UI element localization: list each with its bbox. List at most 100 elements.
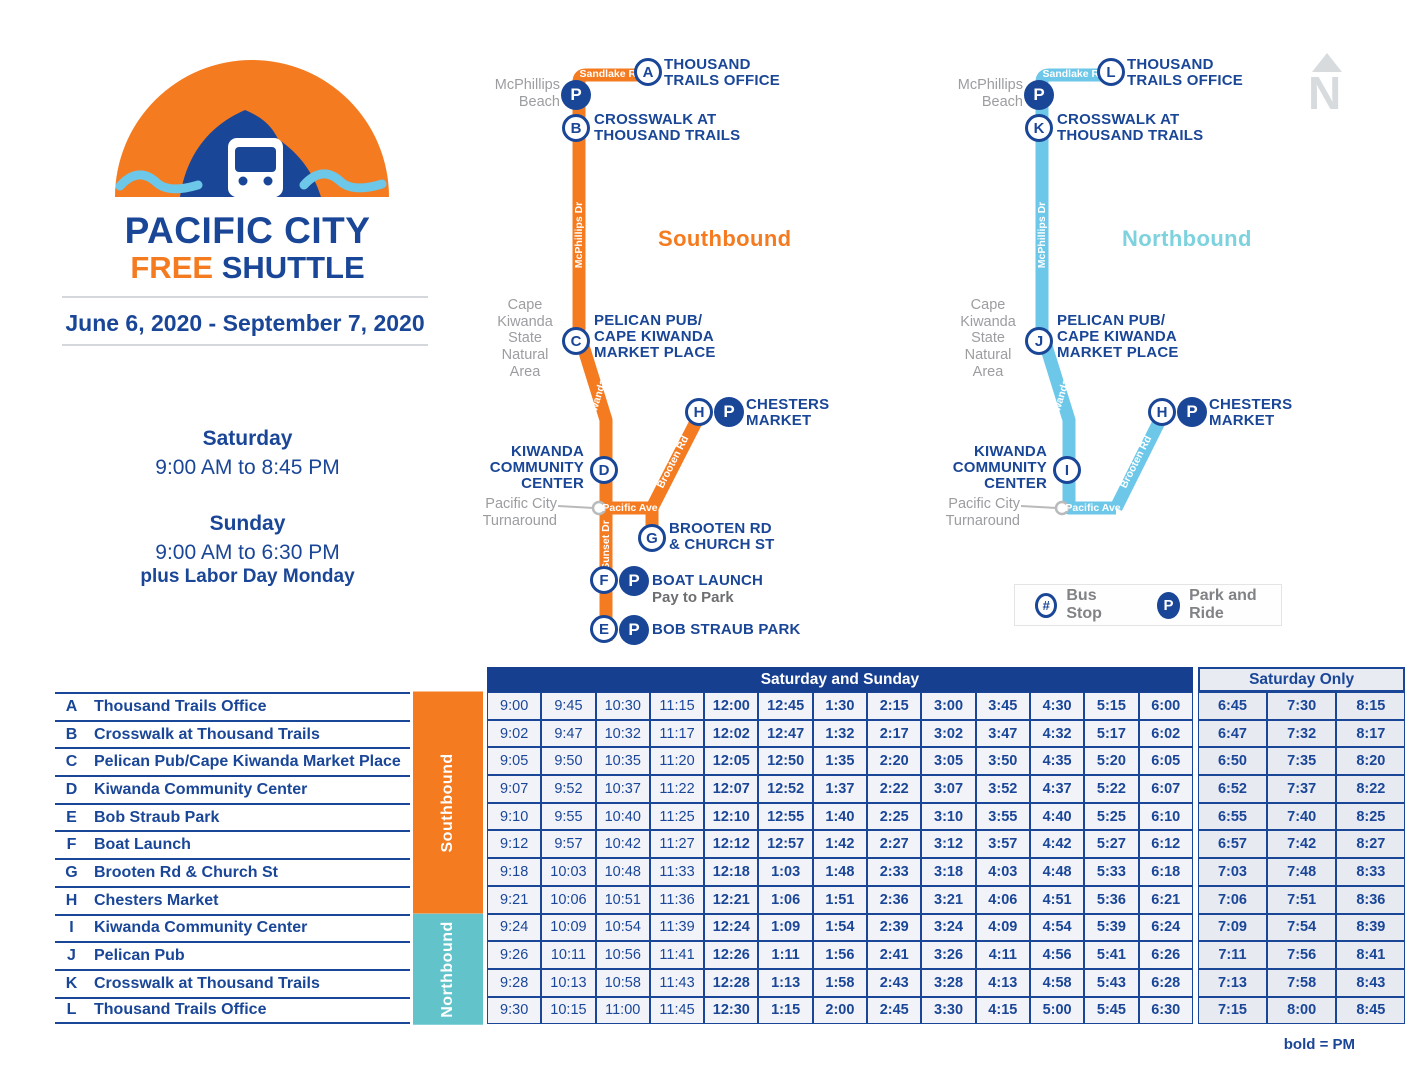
time-cell-E-0: 9:10: [487, 802, 542, 831]
south-label-chesters: CHESTERS MARKET: [746, 396, 830, 430]
north-turnaround-dot: [1054, 500, 1070, 516]
northbound-route-line: [1035, 68, 1168, 515]
logo-title: PACIFIC CITY: [124, 210, 371, 251]
north-mcphillips-dr-label: McPhillips Dr: [1036, 201, 1048, 269]
time-cell-E-7: 2:25: [867, 802, 922, 831]
time-cell-I-11: 5:39: [1084, 913, 1139, 942]
time-cell-I-1: 10:09: [541, 913, 596, 942]
time-cell-A-8: 3:00: [921, 692, 976, 720]
row-letter-G: G: [55, 858, 88, 886]
south-label-pay-to-park: Pay to Park: [652, 589, 734, 606]
south-label-kiwanda-cc: KIWANDA COMMUNITY CENTER: [489, 443, 584, 493]
north-label-chesters: CHESTERS MARKET: [1209, 396, 1293, 430]
time-cell-B-0: 9:02: [487, 719, 542, 748]
time-cell-C-9: 3:50: [975, 747, 1030, 776]
time-cell-L-6: 2:00: [812, 996, 868, 1025]
south-label-crosswalk: CROSSWALK AT THOUSAND TRAILS: [594, 111, 741, 145]
south-sandlake-rd-label: Sandlake Rd: [579, 68, 643, 80]
time-cell-L-15: 8:45: [1336, 996, 1406, 1025]
time-cell-I-6: 1:54: [812, 913, 868, 942]
time-cell-E-1: 9:55: [541, 802, 596, 831]
south-mcphillips-beach-label: McPhillips Beach: [494, 77, 560, 110]
time-cell-H-3: 11:36: [649, 885, 705, 914]
time-cell-D-11: 5:22: [1084, 775, 1139, 803]
row-stop-name-C: Pelican Pub/Cape Kiwanda Market Place: [88, 747, 410, 776]
time-cell-D-13: 6:52: [1197, 775, 1268, 803]
time-cell-F-11: 5:27: [1084, 830, 1139, 859]
time-cell-I-5: 1:09: [758, 913, 813, 942]
row-stop-name-K: Crosswalk at Thousand Trails: [88, 968, 410, 997]
time-cell-L-8: 3:30: [921, 996, 976, 1025]
time-cell-K-6: 1:58: [812, 968, 868, 997]
time-cell-H-1: 10:06: [541, 885, 596, 914]
time-cell-A-2: 10:30: [595, 692, 650, 720]
north-mcphillips-beach-label: McPhillips Beach: [957, 77, 1023, 110]
compass-north-letter: N: [1308, 67, 1342, 119]
time-cell-K-7: 2:43: [867, 968, 922, 997]
stop-marker-L: L: [1097, 58, 1125, 86]
row-stop-name-B: Crosswalk at Thousand Trails: [88, 719, 410, 748]
time-cell-E-12: 6:10: [1138, 802, 1193, 831]
saturday-hours: 9:00 AM to 8:45 PM: [155, 456, 340, 479]
time-cell-J-8: 3:26: [921, 941, 976, 969]
time-cell-C-2: 10:35: [595, 747, 650, 776]
time-cell-F-0: 9:12: [487, 830, 542, 859]
time-cell-L-2: 11:00: [595, 996, 650, 1025]
stop-marker-K: K: [1025, 114, 1053, 142]
pm-bold-note: bold = PM: [1283, 1036, 1355, 1053]
south-park-ride-bob-straub: P: [619, 615, 649, 645]
time-cell-I-10: 4:54: [1029, 913, 1085, 942]
row-letter-F: F: [55, 830, 88, 859]
south-label-pelican-pub: PELICAN PUB/ CAPE KIWANDA MARKET PLACE: [594, 312, 716, 362]
south-label-brooten-church: BROOTEN RD & CHURCH ST: [669, 520, 775, 554]
time-cell-J-14: 7:56: [1267, 941, 1337, 969]
south-park-ride-mcphillips: P: [561, 80, 591, 110]
time-cell-A-10: 4:30: [1029, 692, 1085, 720]
row-stop-name-D: Kiwanda Community Center: [88, 775, 410, 803]
time-cell-G-6: 1:48: [812, 858, 868, 886]
time-cell-H-0: 9:21: [487, 885, 542, 914]
time-cell-D-5: 12:52: [758, 775, 813, 803]
time-cell-D-2: 10:37: [595, 775, 650, 803]
time-cell-I-9: 4:09: [975, 913, 1030, 942]
time-cell-H-14: 7:51: [1267, 885, 1337, 914]
time-cell-G-3: 11:33: [649, 858, 705, 886]
time-cell-B-6: 1:32: [812, 719, 868, 748]
north-cape-kiwanda-area-label: Cape Kiwanda State Natural Area: [960, 297, 1016, 380]
time-cell-G-11: 5:33: [1084, 858, 1139, 886]
logo-wave-right: [299, 169, 387, 193]
time-cell-A-6: 1:30: [812, 692, 868, 720]
time-cell-C-10: 4:35: [1029, 747, 1085, 776]
time-cell-H-2: 10:51: [595, 885, 650, 914]
time-cell-C-8: 3:05: [921, 747, 976, 776]
time-cell-J-15: 8:41: [1336, 941, 1406, 969]
time-cell-G-9: 4:03: [975, 858, 1030, 886]
time-cell-H-6: 1:51: [812, 885, 868, 914]
time-cell-K-5: 1:13: [758, 968, 813, 997]
row-letter-D: D: [55, 775, 88, 803]
time-cell-A-4: 12:00: [704, 692, 759, 720]
south-turnaround-label: Pacific City Turnaround: [482, 496, 557, 529]
northbound-title: Northbound: [1122, 226, 1252, 251]
row-letter-C: C: [55, 747, 88, 776]
time-cell-J-10: 4:56: [1029, 941, 1085, 969]
time-cell-D-4: 12:07: [704, 775, 759, 803]
time-cell-L-7: 2:45: [867, 996, 922, 1025]
stop-marker-C: C: [562, 327, 590, 355]
time-cell-D-15: 8:22: [1336, 775, 1406, 803]
southbound-band: Southbound: [413, 692, 483, 914]
time-cell-K-2: 10:58: [595, 968, 650, 997]
time-cell-G-8: 3:18: [921, 858, 976, 886]
time-cell-F-4: 12:12: [704, 830, 759, 859]
time-cell-H-11: 5:36: [1084, 885, 1139, 914]
time-cell-I-13: 7:09: [1197, 913, 1268, 942]
time-cell-I-3: 11:39: [649, 913, 705, 942]
time-cell-H-9: 4:06: [975, 885, 1030, 914]
time-cell-G-5: 1:03: [758, 858, 813, 886]
north-turnaround-pointer-line: [1020, 505, 1058, 509]
time-cell-G-15: 8:33: [1336, 858, 1406, 886]
time-cell-K-15: 8:43: [1336, 968, 1406, 997]
time-cell-J-4: 12:26: [704, 941, 759, 969]
time-cell-H-13: 7:06: [1197, 885, 1268, 914]
